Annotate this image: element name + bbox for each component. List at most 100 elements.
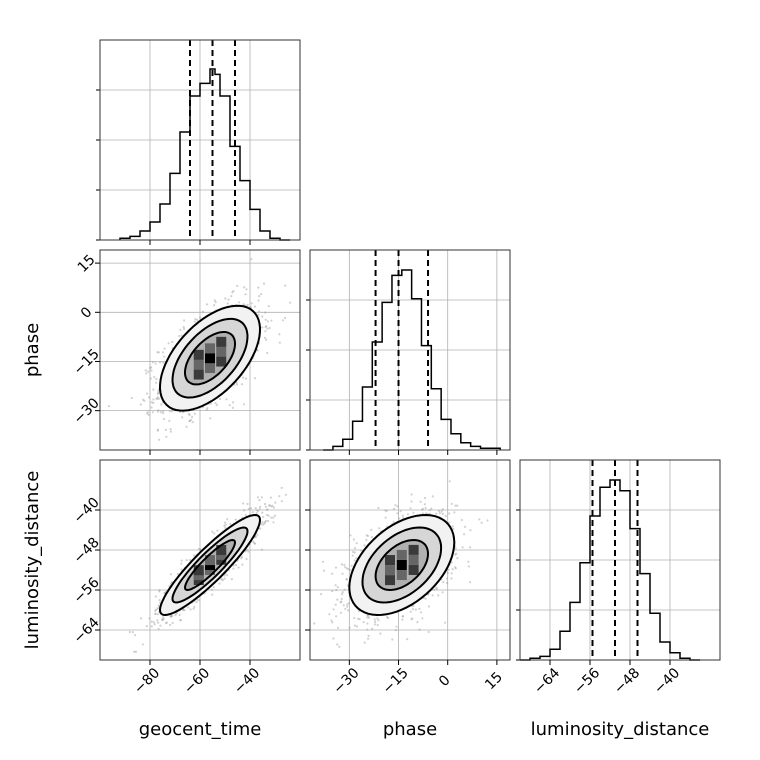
sample-point (454, 504, 457, 507)
sample-point (244, 514, 247, 517)
sample-point (179, 619, 182, 622)
sample-point (424, 597, 427, 600)
sample-point (213, 532, 216, 535)
sample-point (259, 505, 262, 508)
sample-point (190, 418, 193, 421)
sample-point (278, 341, 281, 344)
density-cell (193, 349, 204, 360)
sample-point (435, 587, 438, 590)
sample-point (416, 621, 419, 624)
x-axis-label: geocent_time (139, 719, 262, 740)
sample-point (192, 607, 195, 610)
sample-point (345, 578, 348, 581)
density-cell (396, 560, 407, 570)
sample-point (261, 315, 264, 318)
sample-point (264, 519, 268, 522)
sample-point (163, 355, 166, 358)
sample-point (331, 621, 334, 624)
density-cell (396, 549, 407, 560)
sample-point (284, 493, 287, 496)
sample-point (223, 577, 226, 580)
sample-point (216, 529, 219, 532)
sample-point (254, 377, 257, 380)
sample-point (334, 584, 337, 587)
y-tick-label: −64 (71, 615, 103, 647)
sample-point (442, 581, 445, 584)
sample-point (191, 421, 194, 424)
sample-point (187, 606, 190, 609)
sample-point (444, 621, 447, 624)
sample-point (253, 542, 256, 545)
sample-point (162, 417, 166, 421)
sample-point (267, 519, 270, 523)
density-cell (205, 343, 215, 354)
sample-point (107, 405, 111, 408)
sample-point (373, 623, 376, 626)
sample-point (261, 326, 264, 329)
sample-point (157, 397, 161, 400)
contour-line (158, 513, 262, 617)
joint-panel-phase-luminosity_distance-frame (309, 459, 511, 661)
sample-point (231, 406, 234, 409)
sample-point (366, 616, 369, 619)
sample-point (188, 559, 192, 562)
sample-point (401, 514, 404, 517)
contour-line (348, 513, 456, 617)
sample-point (268, 504, 272, 507)
density-cell (408, 544, 419, 555)
sample-point (250, 258, 253, 261)
sample-point (142, 398, 145, 401)
sample-point (232, 401, 235, 404)
sample-point (264, 505, 267, 508)
sample-point (464, 525, 467, 529)
sample-point (263, 522, 266, 525)
sample-point (162, 412, 165, 415)
sample-point (157, 621, 160, 624)
sample-point (156, 396, 159, 399)
sample-point (263, 502, 267, 506)
sample-point (260, 293, 263, 296)
sample-point (244, 293, 247, 296)
sample-point (169, 614, 172, 618)
sample-point (246, 502, 249, 506)
sample-point (367, 614, 370, 618)
sample-point (281, 319, 284, 322)
sample-point (444, 514, 447, 518)
sample-point (156, 410, 159, 413)
sample-point (146, 411, 149, 414)
sample-point (145, 372, 148, 375)
sample-point (454, 567, 457, 570)
sample-point (250, 302, 253, 305)
sample-point (258, 295, 261, 298)
sample-point (280, 500, 283, 503)
sample-point (456, 504, 459, 507)
sample-point (158, 589, 161, 592)
sample-point (198, 599, 201, 602)
sample-point (171, 340, 174, 344)
sample-point (271, 504, 274, 507)
sample-point (266, 327, 269, 330)
sample-point (226, 574, 229, 577)
sample-point (366, 622, 369, 625)
sample-point (366, 534, 370, 538)
density-cell (216, 346, 227, 357)
sample-point (182, 608, 185, 612)
sample-point (478, 518, 481, 521)
sample-point (158, 599, 161, 602)
sample-point (236, 284, 239, 288)
sample-point (181, 416, 184, 419)
sample-point (150, 369, 153, 372)
sample-point (144, 369, 147, 372)
y-tick-label: 15 (75, 252, 99, 276)
sample-point (331, 572, 334, 575)
sample-point (357, 617, 360, 620)
sample-point (353, 551, 356, 554)
sample-point (210, 588, 213, 591)
sample-point (253, 542, 256, 545)
sample-point (454, 553, 457, 556)
sample-point (154, 608, 157, 612)
sample-point (284, 284, 287, 287)
sample-point (162, 410, 165, 413)
sample-point (423, 503, 426, 506)
sample-point (247, 507, 250, 510)
